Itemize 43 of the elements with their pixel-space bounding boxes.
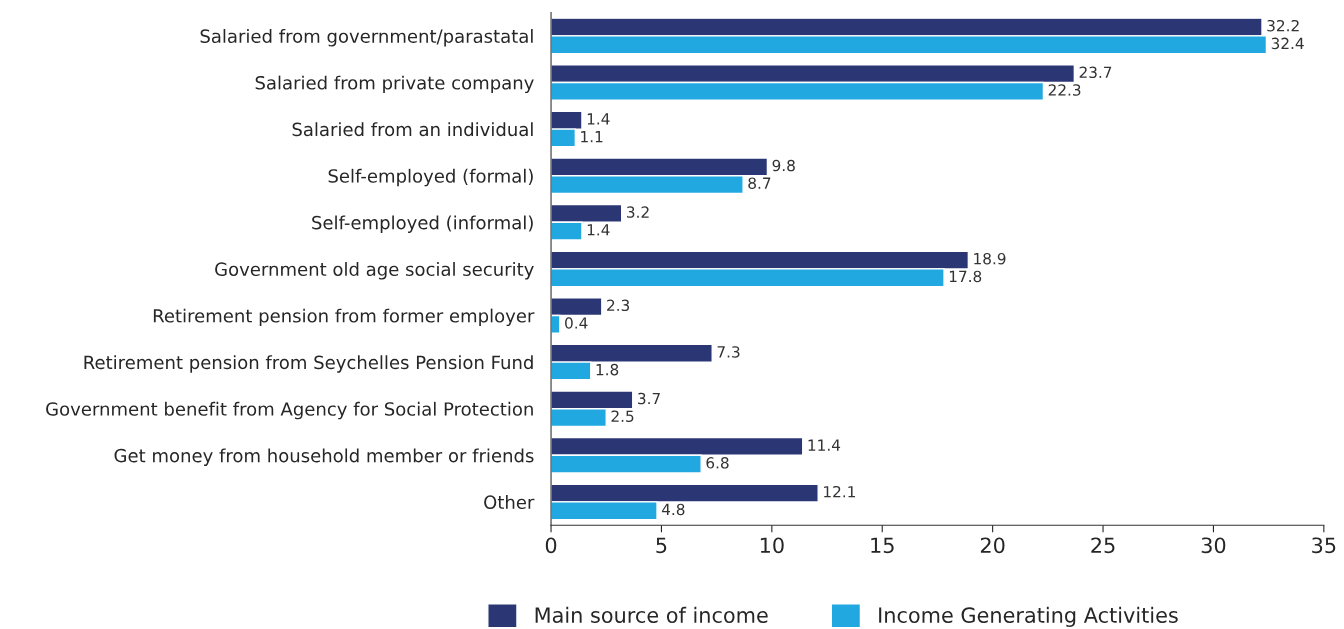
data-label: 4.8 bbox=[661, 503, 685, 516]
data-label: 23.7 bbox=[1079, 66, 1112, 79]
y-tick-label: Self-employed (informal) bbox=[312, 215, 533, 233]
y-tick-label: Salaried from government/parastatal bbox=[200, 29, 533, 47]
y-tick-label: Retirement pension from Seychelles Pension Fund bbox=[84, 355, 533, 373]
y-tick-label: Salaried from an individual bbox=[292, 122, 533, 137]
data-label: 18.9 bbox=[974, 252, 1006, 265]
data-label: 12.1 bbox=[824, 485, 855, 498]
x-tick-label: 5 bbox=[656, 537, 667, 554]
legend-label: Main source of income bbox=[535, 606, 768, 623]
data-label: 2.3 bbox=[607, 299, 630, 312]
data-label: 22.3 bbox=[1048, 84, 1081, 96]
x-tick-label: 20 bbox=[980, 537, 1005, 554]
data-label: 6.8 bbox=[706, 457, 729, 469]
data-label: 3.2 bbox=[627, 206, 649, 218]
y-tick-label: Government old age social security bbox=[215, 262, 534, 280]
x-tick-label: 10 bbox=[760, 537, 784, 554]
data-label: 7.3 bbox=[717, 346, 740, 358]
x-tick-label: 0 bbox=[545, 537, 557, 554]
y-tick-label: Other bbox=[484, 495, 535, 510]
x-tick-label: 35 bbox=[1312, 537, 1336, 554]
x-tick-label: 30 bbox=[1201, 537, 1226, 554]
data-label: 1.4 bbox=[587, 224, 610, 236]
data-label: 17.8 bbox=[949, 270, 982, 283]
data-label: 32.2 bbox=[1267, 19, 1299, 32]
x-tick-label: 15 bbox=[871, 537, 894, 554]
data-label: 0.4 bbox=[565, 317, 588, 329]
y-tick-label: Government benefit from Agency for Social Protection bbox=[46, 401, 533, 420]
data-label: 2.5 bbox=[611, 410, 634, 422]
data-label: 32.4 bbox=[1271, 37, 1304, 50]
data-label: 1.1 bbox=[581, 131, 603, 143]
y-tick-label: Retirement pension from former employer bbox=[153, 308, 535, 327]
y-tick-label: Self-employed (formal) bbox=[328, 168, 533, 187]
data-label: 8.7 bbox=[748, 177, 771, 189]
data-label: 1.4 bbox=[587, 113, 610, 125]
data-label: 9.8 bbox=[772, 159, 795, 172]
data-label: 1.8 bbox=[596, 363, 619, 376]
data-label: 3.7 bbox=[638, 392, 660, 405]
legend-label: Income Generating Activities bbox=[879, 606, 1178, 628]
x-tick-label: 25 bbox=[1091, 537, 1115, 554]
y-tick-label: Get money from household member or friends bbox=[114, 448, 534, 466]
y-tick-label: Salaried from private company bbox=[255, 75, 534, 94]
data-label: 11.4 bbox=[808, 439, 841, 451]
